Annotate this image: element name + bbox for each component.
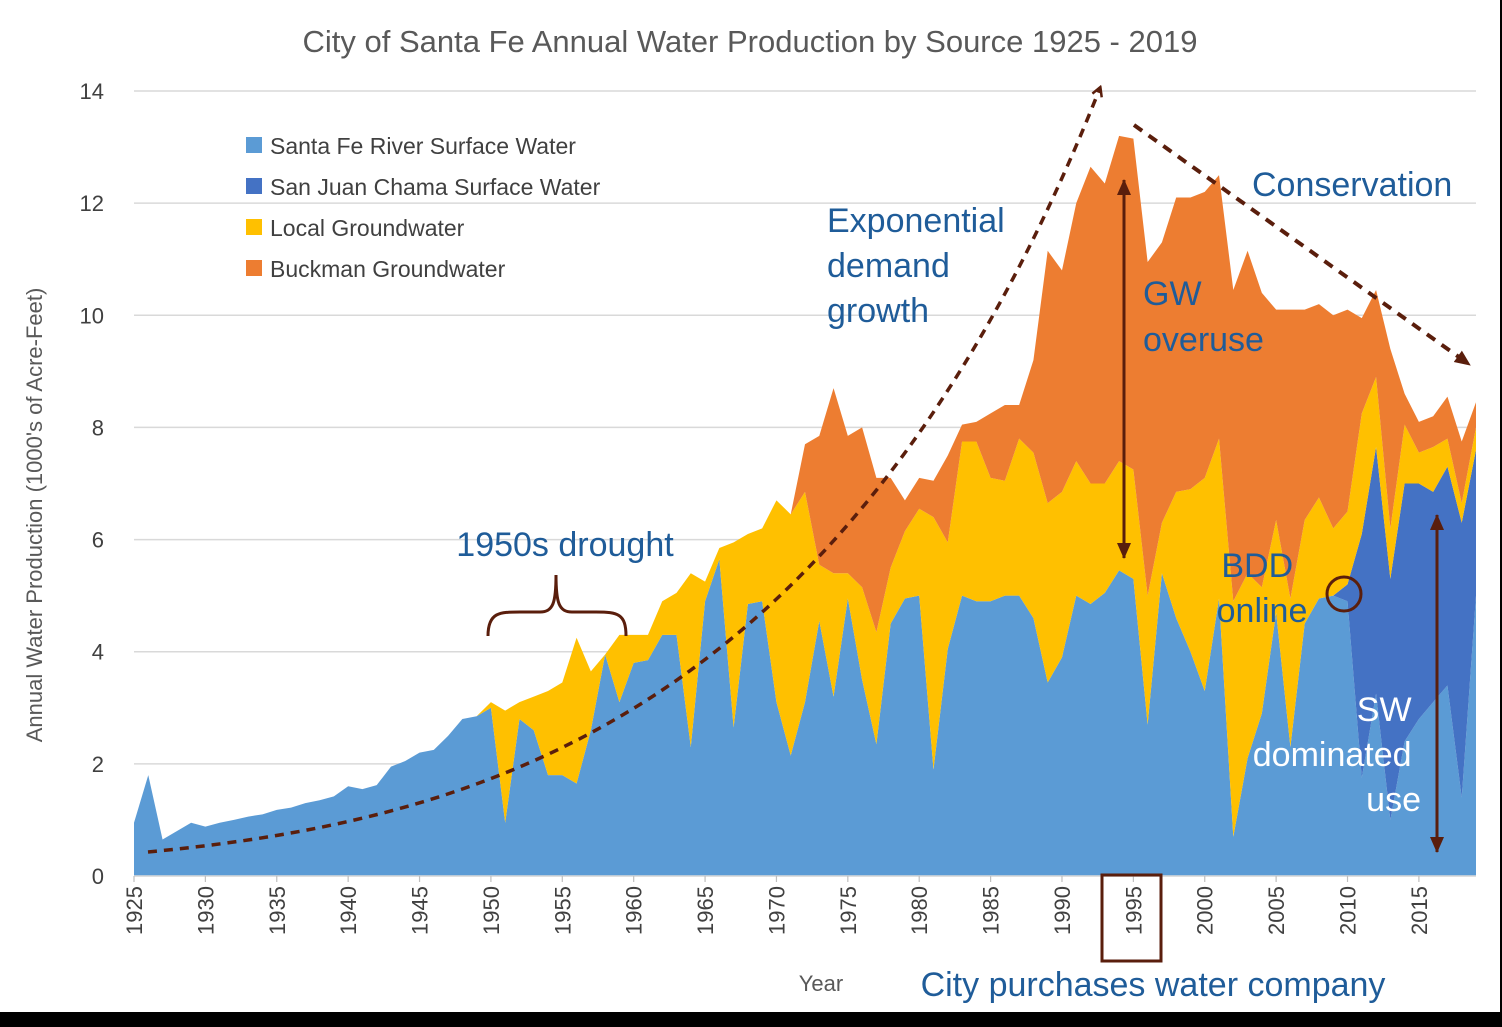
annotation-sw-dominated: SW dominated use [1253,691,1421,819]
x-tick-label-1935: 1935 [265,886,290,935]
y-tick-label-10: 10 [80,303,104,328]
annotation-bdd-online: BDD online [1217,547,1308,630]
y-tick-label-6: 6 [92,528,104,553]
legend-label-buckman-groundwater: Buckman Groundwater [270,256,506,282]
year-1995-highlight-box [1100,873,1163,963]
legend-label-local-groundwater: Local Groundwater [270,215,465,241]
x-tick-label-1975: 1975 [836,886,861,935]
y-tick-label-2: 2 [92,752,104,777]
x-tick-label-1940: 1940 [336,886,361,935]
annotation-exponential-growth: Exponential demand growth [827,202,1014,330]
y-tick-label-8: 8 [92,415,104,440]
legend-swatch-buckman-groundwater [246,260,262,276]
legend-label-san-juan-chama: San Juan Chama Surface Water [270,174,601,200]
x-tick-labels: 1925 1930 1935 1940 1945 1950 1955 1960 1965 1970… [122,876,1432,935]
y-axis-label: Annual Water Production (1000's of Acre-… [22,288,47,743]
x-tick-label-1960: 1960 [622,886,647,935]
legend-swatch-santa-fe-river [246,137,262,153]
y-tick-label-14: 14 [80,79,104,104]
x-tick-label-1995: 1995 [1121,886,1146,935]
annotation-conservation: Conservation [1252,166,1452,204]
annotation-gw-overuse: GW overuse [1143,275,1264,359]
x-tick-label-1930: 1930 [193,886,218,935]
x-tick-label-1985: 1985 [979,886,1004,935]
annotation-city-purchases: City purchases water company [921,966,1386,1004]
y-tick-labels: 0 2 4 6 8 10 12 14 [80,79,104,889]
x-tick-label-2010: 2010 [1336,886,1361,935]
legend-swatch-san-juan-chama [246,178,262,194]
x-tick-label-1950: 1950 [479,886,504,935]
series-area-santa-fe-river [134,559,1476,876]
series-area-local-groundwater [134,376,1476,840]
y-tick-label-12: 12 [80,191,104,216]
x-tick-label-1955: 1955 [550,886,575,935]
y-tick-label-4: 4 [92,640,104,665]
x-tick-label-1980: 1980 [907,886,932,935]
legend-swatch-local-groundwater [246,219,262,235]
x-tick-label-2005: 2005 [1264,886,1289,935]
x-axis-label: Year [799,971,843,996]
x-tick-label-1925: 1925 [122,886,147,935]
exponential-growth-arrow [147,88,1100,854]
x-tick-label-1990: 1990 [1050,886,1075,935]
stacked-areas [134,135,1476,877]
x-tick-label-2015: 2015 [1407,886,1432,935]
series-area-buckman-groundwater [134,135,1476,840]
annotation-1950s-drought: 1950s drought [456,526,674,564]
legend: Santa Fe River Surface Water San Juan Cha… [246,133,601,282]
y-tick-label-0: 0 [92,864,104,889]
conservation-arrow [1132,123,1472,367]
legend-label-santa-fe-river: Santa Fe River Surface Water [270,133,576,159]
drought-brace [486,574,628,637]
x-tick-label-1965: 1965 [693,886,718,935]
bdd-online-marker [1325,575,1363,613]
x-tick-label-2000: 2000 [1193,886,1218,935]
chart-title: City of Santa Fe Annual Water Production… [303,24,1198,59]
x-tick-label-1945: 1945 [408,886,433,935]
x-tick-label-1970: 1970 [764,886,789,935]
